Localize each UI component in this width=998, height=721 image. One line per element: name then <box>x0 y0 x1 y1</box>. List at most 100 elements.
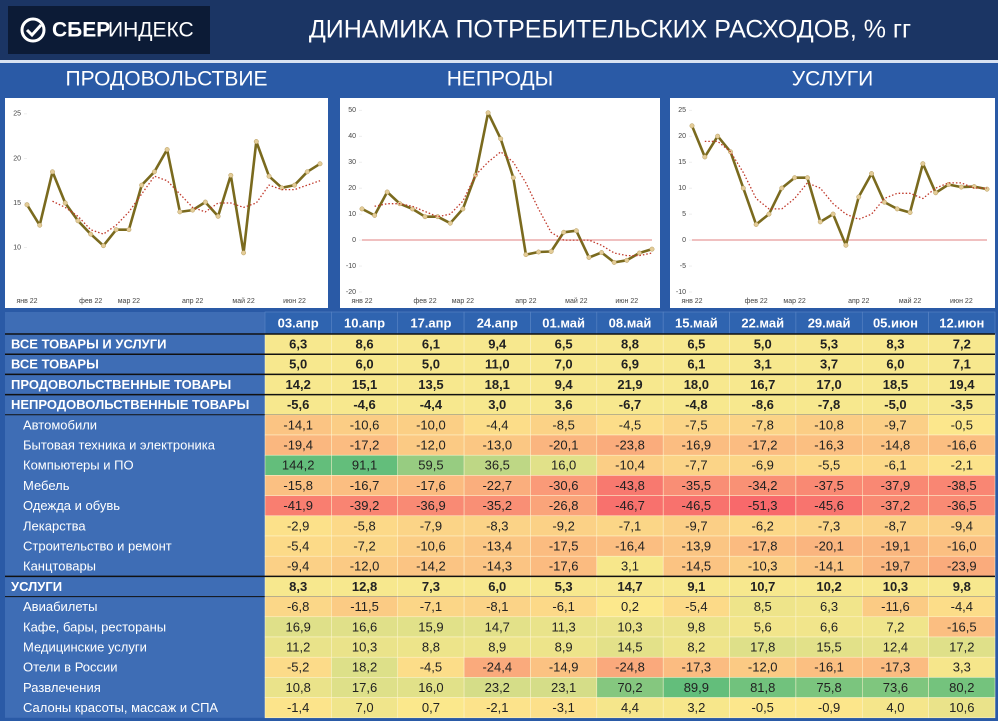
cell-value: 3,6 <box>555 397 573 412</box>
cell-value: 5,3 <box>820 337 838 352</box>
data-point <box>498 136 504 142</box>
table-cell <box>928 697 996 719</box>
data-point <box>113 227 119 233</box>
data-point <box>24 202 30 208</box>
y-tick-label: 5 <box>682 211 686 218</box>
data-point <box>611 259 617 265</box>
cell-value: 8,9 <box>555 640 573 655</box>
cell-value: 16,0 <box>551 458 576 473</box>
data-point <box>292 182 297 188</box>
data-point <box>37 222 43 228</box>
cell-value: -30,6 <box>549 478 579 493</box>
cell-value: 10,3 <box>617 619 642 634</box>
data-point <box>202 199 208 205</box>
logo-icon <box>20 17 46 43</box>
cell-value: -5,2 <box>287 660 309 675</box>
row-label: Авиабилеты <box>23 599 97 614</box>
cell-value: -3,1 <box>552 700 574 715</box>
cell-value: 19,4 <box>949 377 975 392</box>
x-tick-label: июн 22 <box>283 298 306 305</box>
table-label-column <box>5 312 265 718</box>
cell-value: 5,0 <box>289 357 307 372</box>
x-tick-label: мар 22 <box>452 298 474 305</box>
cell-value: -15,8 <box>283 478 313 493</box>
cell-value: -6,1 <box>552 599 574 614</box>
data-point <box>856 194 862 200</box>
data-point <box>359 206 365 212</box>
data-point <box>151 169 157 175</box>
chart-panel <box>670 98 995 308</box>
column-header: 29.май <box>808 315 851 330</box>
cell-value: 6,6 <box>820 619 838 634</box>
data-point <box>830 211 836 217</box>
cell-value: 3,2 <box>687 700 705 715</box>
cell-value: 17,8 <box>750 640 775 655</box>
data-point <box>766 211 772 217</box>
cell-value: 5,0 <box>422 357 440 372</box>
cell-value: 9,1 <box>687 579 705 594</box>
data-point <box>984 186 990 192</box>
data-point <box>907 210 913 215</box>
data-point <box>689 123 695 129</box>
cell-value: -16,5 <box>947 619 977 634</box>
cell-value: -16,9 <box>682 438 712 453</box>
cell-value: -6,7 <box>619 397 641 412</box>
cell-value: 18,0 <box>684 377 709 392</box>
data-point <box>523 252 529 258</box>
cell-value: -9,4 <box>951 518 973 533</box>
cell-value: -19,1 <box>881 539 911 554</box>
cell-value: -3,5 <box>951 397 973 412</box>
data-point <box>126 227 132 233</box>
cell-value: -13,4 <box>482 539 512 554</box>
cell-value: -10,0 <box>416 417 446 432</box>
data-point <box>164 147 170 152</box>
cell-value: 10,3 <box>883 579 908 594</box>
cell-value: -5,6 <box>287 397 309 412</box>
data-point <box>317 161 323 167</box>
y-tick-label: 10 <box>678 185 686 192</box>
cell-value: 6,1 <box>422 337 440 352</box>
cell-value: -4,5 <box>619 417 641 432</box>
cell-value: 89,9 <box>684 680 709 695</box>
column-header: 15.май <box>675 315 718 330</box>
data-point <box>649 246 655 252</box>
x-tick-label: июн 22 <box>950 298 973 305</box>
data-point <box>753 222 759 227</box>
cell-value: 3,7 <box>820 357 838 372</box>
cell-value: 10,7 <box>750 579 775 594</box>
cell-value: -12,0 <box>748 660 778 675</box>
cell-value: -4,6 <box>353 397 375 412</box>
y-tick-label: 15 <box>678 159 686 166</box>
cell-value: -5,4 <box>685 599 707 614</box>
cell-value: -17,5 <box>549 539 579 554</box>
cell-value: 0,2 <box>621 599 639 614</box>
cell-value: -34,2 <box>748 478 778 493</box>
cell-value: -10,6 <box>350 417 380 432</box>
cell-value: 14,2 <box>286 377 311 392</box>
cell-value: 8,9 <box>488 640 506 655</box>
cell-value: -4,4 <box>486 417 508 432</box>
cell-value: 8,2 <box>687 640 705 655</box>
cell-value: -9,7 <box>884 417 906 432</box>
data-point <box>372 212 378 218</box>
cell-value: -12,0 <box>350 559 380 574</box>
cell-value: -51,3 <box>748 498 778 513</box>
series-line <box>690 125 988 247</box>
data-point <box>447 220 453 226</box>
cell-value: -10,4 <box>615 458 645 473</box>
cell-value: -20,1 <box>814 539 844 554</box>
cell-value: -4,8 <box>685 397 707 412</box>
data-point <box>460 206 466 212</box>
cell-value: 17,6 <box>352 680 377 695</box>
logo-product: ИНДЕКС <box>108 19 194 42</box>
cell-value: -16,3 <box>814 438 844 453</box>
cell-value: 16,6 <box>352 619 377 634</box>
data-point <box>894 206 900 212</box>
y-tick-label: -10 <box>676 289 686 296</box>
cell-value: 16,9 <box>286 619 311 634</box>
data-point <box>409 206 415 212</box>
cell-value: 17,0 <box>816 377 841 392</box>
section-title: ПРОДОВОЛЬСТВИЕ <box>66 68 268 91</box>
cell-value: 15,1 <box>352 377 377 392</box>
